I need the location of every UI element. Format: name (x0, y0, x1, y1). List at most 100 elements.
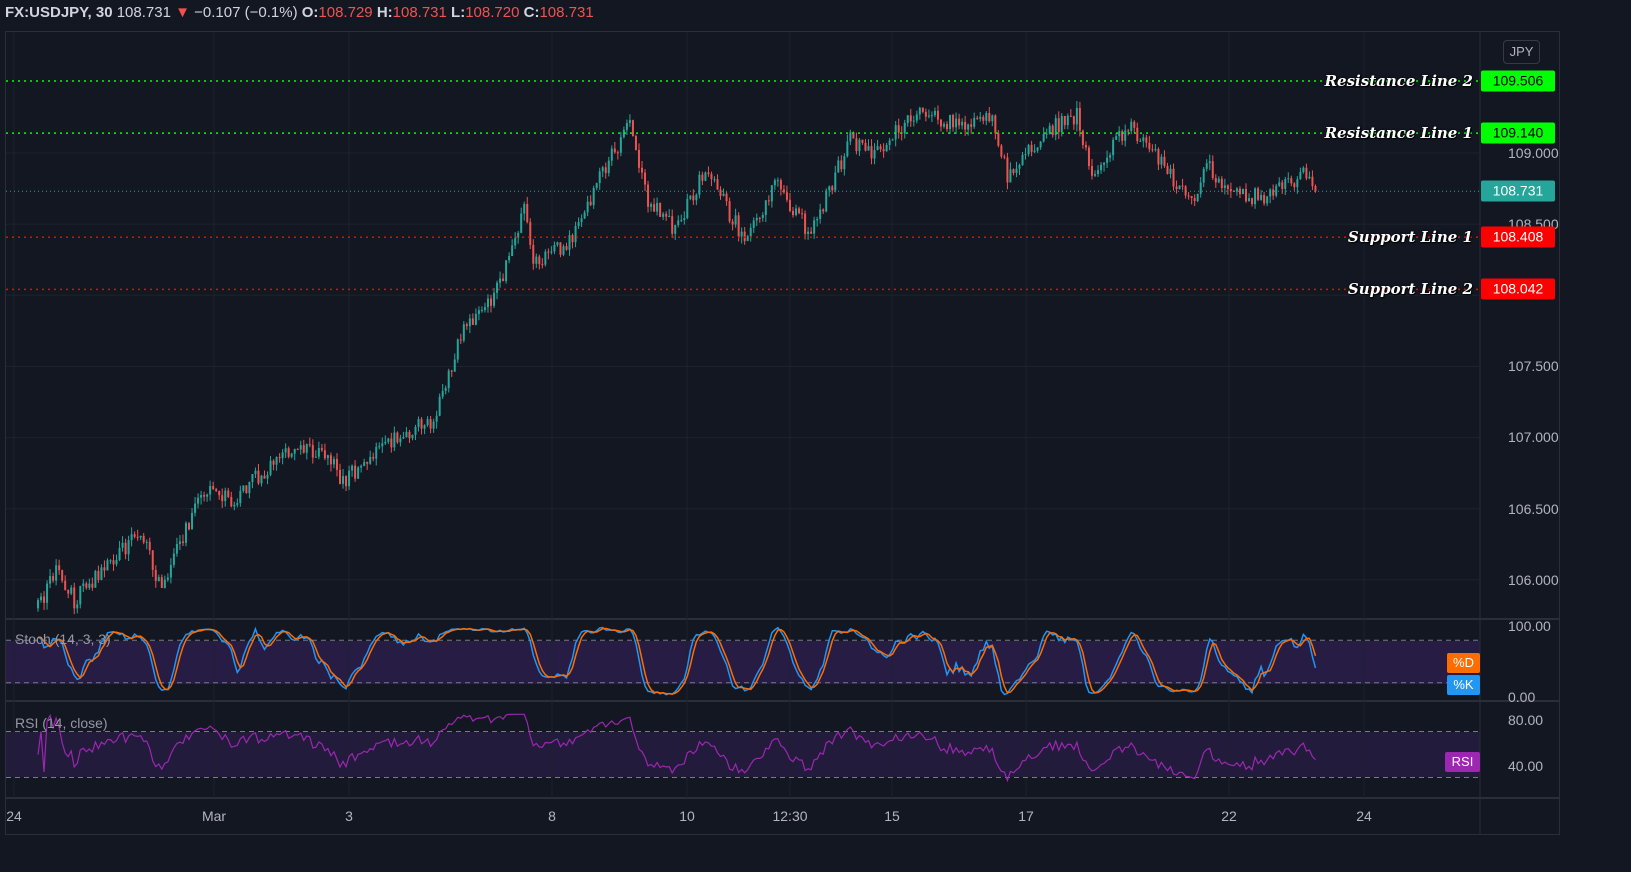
candle-body (785, 192, 788, 200)
candle-body (1293, 183, 1296, 188)
candle-body (1048, 125, 1051, 134)
time-axis-label: Mar (201, 808, 227, 824)
candle-body (1139, 140, 1142, 142)
candle-body (1115, 136, 1118, 140)
candle-body (619, 137, 622, 153)
resistance-line-2-label: Resistance Line 2 (1324, 71, 1473, 90)
candle-body (532, 244, 535, 264)
rsi-tag: RSI (1445, 752, 1480, 772)
candle-body (933, 110, 936, 116)
candle-body (598, 171, 601, 184)
candle-body (151, 550, 154, 570)
candle-body (372, 456, 375, 459)
candle-body (1251, 198, 1254, 205)
candle-body (142, 535, 145, 543)
candle-body (474, 313, 477, 325)
candle-body (656, 202, 659, 212)
candle-body (79, 586, 82, 605)
candle-body (248, 482, 251, 494)
candle-body (943, 123, 945, 127)
candle-body (480, 309, 483, 311)
candle-body (408, 431, 411, 439)
candle-body (251, 474, 254, 483)
candle-body (462, 324, 465, 341)
candle-body (1193, 197, 1196, 202)
currency-button[interactable]: JPY (1503, 40, 1540, 64)
stoch-title[interactable]: Stoch (14, 3, 3) (15, 631, 111, 647)
candle-body (311, 445, 314, 458)
candle-body (127, 540, 130, 555)
candle-body (553, 244, 556, 252)
candle-body (393, 432, 396, 448)
close-value: 108.731 (539, 4, 594, 21)
candle-body (855, 138, 858, 152)
candle-body (930, 115, 933, 117)
time-axis-label: 3 (345, 808, 353, 824)
candle-body (807, 231, 810, 234)
candle-body (782, 189, 785, 193)
candle-body (625, 123, 628, 130)
candle-body (1036, 147, 1039, 151)
candle-body (1217, 178, 1220, 183)
candle-body (918, 107, 921, 115)
candle-body (342, 476, 345, 484)
candle-body (562, 246, 565, 255)
candle-body (290, 453, 293, 457)
support-1-price-tag: 108.408 (1481, 226, 1555, 248)
candle-body (1226, 185, 1229, 189)
candle-body (906, 115, 909, 123)
candle-body (740, 231, 743, 237)
candle-body (166, 577, 169, 580)
candle-body (1066, 115, 1069, 126)
symbol-name[interactable]: FX:USDJPY, 30 (5, 4, 113, 21)
candle-body (354, 465, 357, 479)
candle-body (154, 569, 157, 581)
time-axis-label: 8 (548, 808, 556, 824)
candle-body (867, 146, 870, 151)
rsi-title[interactable]: RSI (14, close) (15, 715, 108, 731)
candle-body (203, 495, 206, 497)
low-value: 108.720 (465, 4, 520, 21)
candle-body (764, 200, 767, 215)
candle-body (130, 534, 133, 541)
candle-body (973, 117, 976, 127)
candle-body (502, 278, 505, 282)
candle-body (813, 220, 816, 234)
candle-body (70, 587, 73, 594)
high-label: H: (376, 4, 393, 21)
rsi-band (6, 732, 1480, 777)
candle-body (1232, 190, 1235, 192)
time-axis-label: 22 (1221, 808, 1237, 824)
candle-body (43, 596, 46, 603)
candle-body (864, 142, 867, 151)
stoch-d-tag: %D (1447, 653, 1480, 673)
candle-body (197, 497, 200, 504)
candle-body (423, 425, 426, 429)
candle-body (227, 490, 230, 498)
candle-body (955, 118, 958, 128)
candle-body (369, 456, 372, 464)
candle-body (323, 450, 326, 459)
candle-body (329, 455, 332, 465)
candle-body (1257, 188, 1260, 200)
candle-body (417, 419, 420, 427)
candle-body (511, 245, 514, 257)
candle-body (490, 298, 492, 306)
candle-body (109, 560, 112, 562)
candle-body (1060, 115, 1063, 133)
time-axis-label: 24 (6, 808, 22, 824)
candle-body (722, 193, 725, 196)
candle-body (160, 577, 163, 589)
candle-body (1124, 130, 1127, 141)
candle-body (894, 125, 897, 140)
candle-body (946, 123, 949, 130)
candle-body (601, 167, 604, 172)
resistance-2-price-tag: 109.506 (1481, 70, 1555, 92)
candle-body (810, 231, 813, 234)
candle-body (314, 456, 317, 458)
candle-body (1030, 144, 1033, 152)
candle-body (1133, 121, 1136, 128)
candle-body (106, 560, 109, 571)
current-price-tag: 108.731 (1481, 180, 1555, 202)
